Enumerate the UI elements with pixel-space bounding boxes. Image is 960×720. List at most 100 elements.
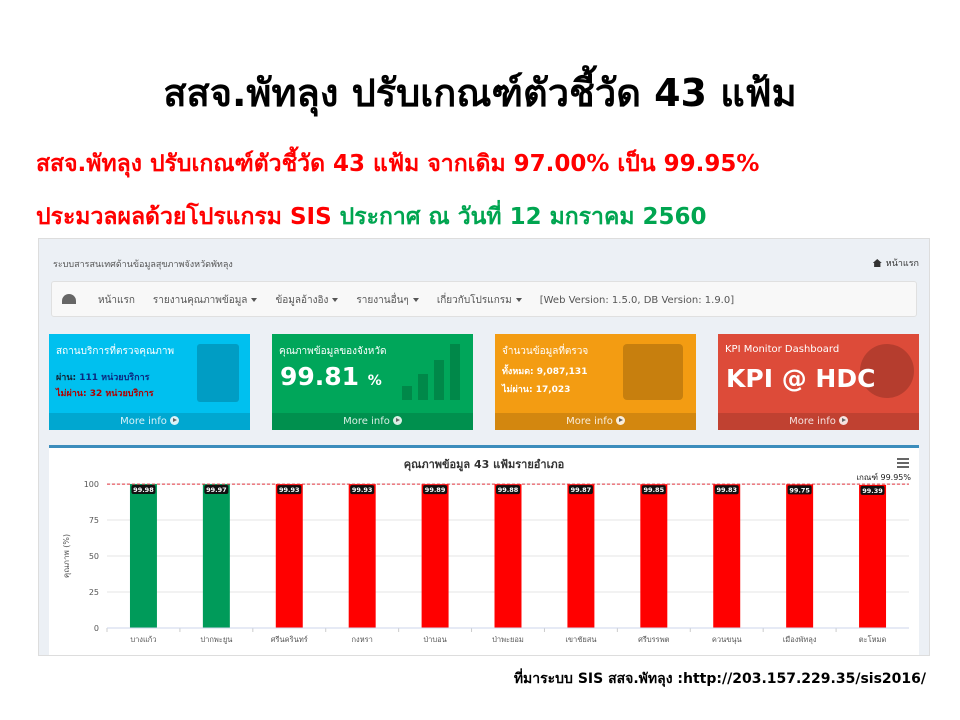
app-header: ระบบสารสนเทศด้านข้อมูลสุขภาพจังหวัดพัทลุ… <box>39 239 929 279</box>
home-link-label: หน้าแรก <box>885 259 919 269</box>
bar-ศรีบรรพต <box>640 484 668 628</box>
y-tick-label: 75 <box>89 516 99 525</box>
bar-กงหรา <box>348 484 376 628</box>
chevron-down-icon <box>515 297 522 302</box>
data-label: 99.97 <box>206 486 227 494</box>
records-fail-label: ไม่ผ่าน: <box>502 385 533 395</box>
data-label-bg <box>568 485 593 495</box>
records-total: ทั้งหมด: 9,087,131 <box>502 364 587 378</box>
bar-ปากพะยูน <box>202 484 230 628</box>
data-label-bg <box>204 485 229 495</box>
announcement-date: ประกาศ ณ วันที่ 12 มกราคม 2560 <box>339 204 707 230</box>
nav-other-reports[interactable]: รายงานอื่นๆ <box>356 293 419 308</box>
kpi-value: KPI @ HDC <box>726 364 876 393</box>
data-label-bg <box>860 485 885 495</box>
x-tick-label: ควนขนุน <box>712 635 742 644</box>
x-tick-label: ศรีนครินทร์ <box>271 635 308 644</box>
quality-unit: % <box>367 373 382 389</box>
sis-screenshot: ระบบสารสนเทศด้านข้อมูลสุขภาพจังหวัดพัทลุ… <box>38 238 930 656</box>
home-link[interactable]: หน้าแรก <box>872 256 919 270</box>
x-tick-label: บางแก้ว <box>130 635 156 644</box>
signal-bars-icon <box>434 360 444 400</box>
data-label-bg <box>277 485 302 495</box>
records-fail: ไม่ผ่าน: 17,023 <box>502 382 570 396</box>
slide-title: สสจ.พัทลุง ปรับเกณฑ์ตัวชี้วัด 43 แฟ้ม <box>163 71 797 115</box>
chart-canvas: คุณภาพข้อมูล 43 แฟ้มรายอำเภอ 0 25 50 75 100 คุ… <box>62 458 911 644</box>
x-tick-label: ตะโหมด <box>859 635 887 644</box>
x-tick-label: กงหรา <box>351 635 372 644</box>
chevron-down-icon <box>332 297 339 302</box>
arrow-circle-right-icon <box>392 416 402 425</box>
processing-program: ประมวลผลด้วยโปรแกรม SIS <box>36 204 332 230</box>
bar-บางแก้ว <box>129 484 157 628</box>
records-more-label: More info <box>566 416 613 427</box>
data-label-bg <box>641 485 666 495</box>
district-quality-chart: คุณภาพข้อมูล 43 แฟ้มรายอำเภอ 0 25 50 75 100 คุ… <box>49 445 919 655</box>
arrow-circle-right-icon <box>838 416 848 425</box>
service-more-info[interactable]: More info <box>49 413 250 430</box>
nav-reference-data-label: ข้อมูลอ้างอิง <box>275 294 329 306</box>
data-label: 99.83 <box>716 486 737 494</box>
x-tick-label: ป่าพะยอม <box>492 635 524 644</box>
service-units-title: สถานบริการที่ตรวจคุณภาพ <box>56 346 175 357</box>
signal-bars-icon <box>450 344 460 400</box>
y-tick-label: 25 <box>89 588 99 597</box>
chevron-down-icon <box>251 297 258 302</box>
arrow-circle-right-icon <box>615 416 625 425</box>
nav-other-reports-label: รายงานอื่นๆ <box>356 294 409 306</box>
data-label-bg <box>787 485 812 495</box>
nav-quality-report[interactable]: รายงานคุณภาพข้อมูล <box>153 293 258 308</box>
service-fail-label: ไม่ผ่าน: <box>56 389 87 399</box>
home-icon <box>872 259 882 267</box>
y-tick-label: 0 <box>94 624 99 633</box>
data-label-bg <box>131 485 156 495</box>
service-fail-value: 32 หน่วยบริการ <box>89 389 154 399</box>
main-navbar: หน้าแรก รายงานคุณภาพข้อมูล ข้อมูลอ้างอิง… <box>51 281 917 317</box>
records-total-value: 9,087,131 <box>536 367 588 377</box>
records-title: จำนวนข้อมูลที่ตรวจ <box>502 346 589 357</box>
data-label: 99.39 <box>862 487 883 495</box>
kpi-more-info[interactable]: More info <box>718 413 919 430</box>
nav-home[interactable]: หน้าแรก <box>98 293 135 308</box>
bar-ตะโหมด <box>859 484 887 628</box>
chevron-down-icon <box>412 297 419 302</box>
kpi-dashboard-box: KPI Monitor Dashboard KPI @ HDC More inf… <box>718 334 919 430</box>
service-pass: ผ่าน: 111 หน่วยบริการ <box>56 370 149 384</box>
bar-เมืองพัทลุง <box>786 484 814 628</box>
processing-notice: ประมวลผลด้วยโปรแกรม SIS ประกาศ ณ วันที่ … <box>36 199 707 235</box>
quality-number: 99.81 <box>280 362 360 391</box>
data-label: 99.75 <box>789 486 810 494</box>
version-info: [Web Version: 1.5.0, DB Version: 1.9.0] <box>539 294 735 306</box>
nav-quality-report-label: รายงานคุณภาพข้อมูล <box>152 294 248 306</box>
service-units-box: สถานบริการที่ตรวจคุณภาพ ผ่าน: 111 หน่วยบ… <box>49 334 250 430</box>
adjustment-notice: สสจ.พัทลุง ปรับเกณฑ์ตัวชี้วัด 43 แฟ้ม จา… <box>36 151 760 177</box>
bar-ควนขนุน <box>713 484 741 628</box>
threshold-label: เกณฑ์ 99.95% <box>856 472 911 482</box>
kpi-more-label: More info <box>789 416 836 427</box>
source-citation: ที่มาระบบ SIS สสจ.พัทลุง :http://203.157… <box>513 671 926 687</box>
x-tick-label: เมืองพัทลุง <box>783 635 817 644</box>
x-tick-label: เขาชัยสน <box>565 635 596 644</box>
data-label: 99.93 <box>279 486 300 494</box>
service-pass-value: 111 หน่วยบริการ <box>79 373 150 383</box>
hamburger-menu-icon[interactable] <box>897 458 909 468</box>
data-label: 99.98 <box>133 486 154 494</box>
records-more-info[interactable]: More info <box>495 413 696 430</box>
chart-title: คุณภาพข้อมูล 43 แฟ้มรายอำเภอ <box>404 458 564 472</box>
bar-ป่าบอน <box>421 484 449 628</box>
bar-ศรีนครินทร์ <box>275 484 303 628</box>
data-label-bg <box>423 485 448 495</box>
nav-about[interactable]: เกี่ยวกับโปรแกรม <box>437 293 522 308</box>
pie-chart-icon <box>860 344 914 398</box>
quality-more-info[interactable]: More info <box>272 413 473 430</box>
signal-bars-icon <box>402 386 412 400</box>
data-label: 99.93 <box>352 486 373 494</box>
data-label-bg <box>714 485 739 495</box>
data-label: 99.89 <box>425 486 446 494</box>
dashboard-icon[interactable] <box>62 294 76 304</box>
signal-bars-icon <box>418 374 428 400</box>
province-quality-title: คุณภาพข้อมูลของจังหวัด <box>279 346 387 357</box>
arrow-circle-right-icon <box>169 416 179 425</box>
nav-menu: หน้าแรก รายงานคุณภาพข้อมูล ข้อมูลอ้างอิง… <box>98 282 734 318</box>
nav-reference-data[interactable]: ข้อมูลอ้างอิง <box>275 293 339 308</box>
